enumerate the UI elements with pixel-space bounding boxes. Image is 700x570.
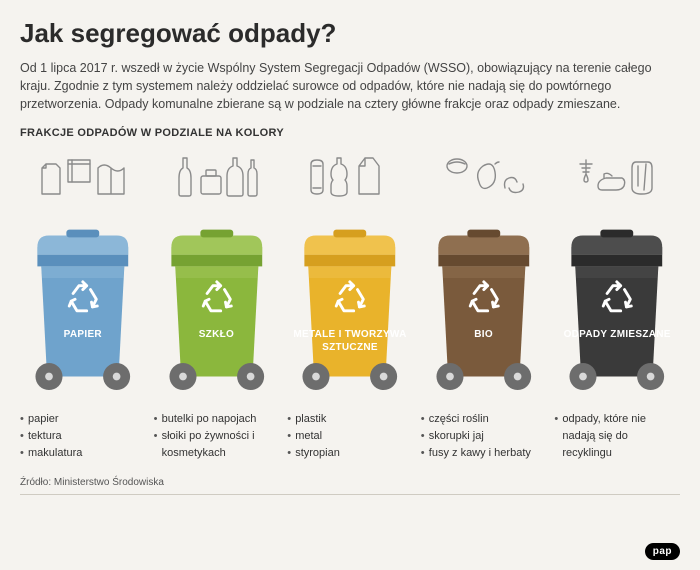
pap-badge: pap [645, 543, 680, 560]
list-item: metal [287, 428, 413, 445]
bin-column: BIO części roślinskorupki jajfusy z kawy … [421, 149, 547, 462]
bin-graphic: PAPIER [20, 211, 146, 401]
bin-column: SZKŁO butelki po napojachsłoiki po żywnoś… [154, 149, 280, 462]
list-item: butelki po napojach [154, 411, 280, 428]
mixed-icons [572, 149, 662, 205]
bin-graphic: ODPADY ZMIESZANE [554, 211, 680, 401]
bin-label: SZKŁO [154, 329, 280, 342]
bin-graphic: BIO [421, 211, 547, 401]
bio-icons [439, 149, 529, 205]
bin-column: ODPADY ZMIESZANE odpady, które nie nadają… [554, 149, 680, 462]
bin-items-list: butelki po napojachsłoiki po żywności i … [154, 411, 280, 462]
glass-icons [171, 149, 261, 205]
bin-items-list: papiertekturamakulatura [20, 411, 146, 462]
list-item: makulatura [20, 445, 146, 462]
bin-items-list: odpady, które nie nadają się do recyklin… [554, 411, 680, 462]
bin-column: METALE I TWORZYWA SZTUCZNE plastikmetalst… [287, 149, 413, 462]
bin-label: METALE I TWORZYWA SZTUCZNE [287, 329, 413, 354]
bin-label: PAPIER [20, 329, 146, 342]
bin-items-list: części roślinskorupki jajfusy z kawy i h… [421, 411, 547, 462]
list-item: papier [20, 411, 146, 428]
bin-label: BIO [421, 329, 547, 342]
bin-column: PAPIER papiertekturamakulatura [20, 149, 146, 462]
section-subhead: FRAKCJE ODPADÓW W PODZIALE NA KOLORY [20, 127, 680, 139]
footer-divider [20, 494, 680, 495]
list-item: styropian [287, 445, 413, 462]
source-text: Źródło: Ministerstwo Środowiska [20, 477, 680, 488]
list-item: odpady, które nie nadają się do recyklin… [554, 411, 680, 462]
list-item: plastik [287, 411, 413, 428]
list-item: skorupki jaj [421, 428, 547, 445]
bin-items-list: plastikmetalstyropian [287, 411, 413, 462]
paper-icons [38, 149, 128, 205]
intro-text: Od 1 lipca 2017 r. wszedł w życie Wspóln… [20, 59, 680, 113]
bin-graphic: SZKŁO [154, 211, 280, 401]
plastic-icons [305, 149, 395, 205]
list-item: słoiki po żywności i kosmetykach [154, 428, 280, 462]
page-title: Jak segregować odpady? [20, 18, 680, 49]
list-item: tektura [20, 428, 146, 445]
bin-label: ODPADY ZMIESZANE [554, 329, 680, 342]
list-item: części roślin [421, 411, 547, 428]
list-item: fusy z kawy i herbaty [421, 445, 547, 462]
bin-graphic: METALE I TWORZYWA SZTUCZNE [287, 211, 413, 401]
bins-row: PAPIER papiertekturamakulatura SZKŁO butel… [20, 149, 680, 462]
